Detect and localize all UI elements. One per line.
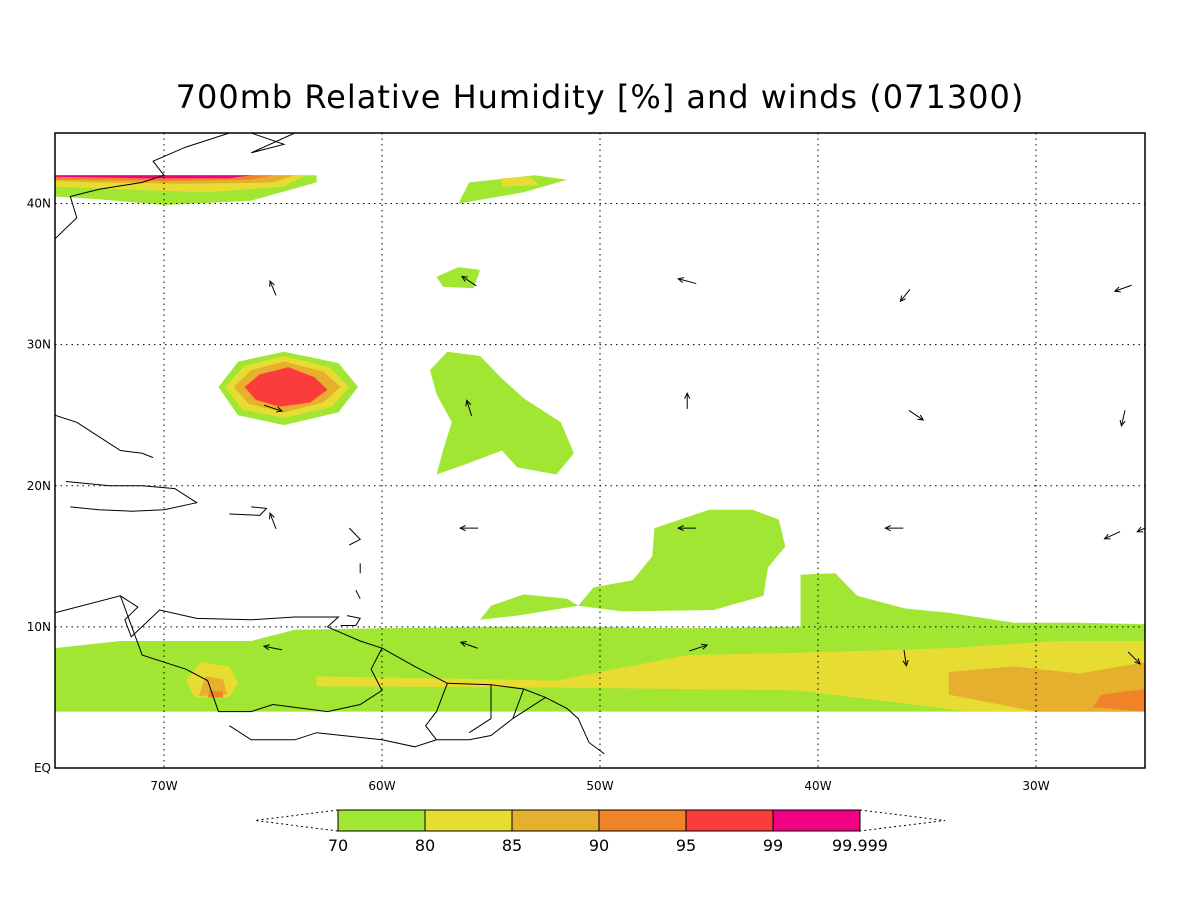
coastline bbox=[55, 595, 605, 755]
lon-tick-label: 30W bbox=[1022, 779, 1049, 793]
wind-vector bbox=[908, 410, 925, 421]
colorbar-label: 80 bbox=[415, 836, 435, 855]
humidity-region bbox=[458, 175, 568, 204]
humidity-region bbox=[1092, 689, 1145, 712]
wind-vector bbox=[1103, 531, 1121, 540]
colorbar-legend: 70 80 85 90 95 99 99.999 bbox=[254, 809, 946, 855]
humidity-region bbox=[480, 594, 579, 620]
wind-vector bbox=[884, 525, 904, 532]
wind-vector bbox=[1136, 526, 1145, 533]
coastline bbox=[512, 696, 546, 720]
coastline bbox=[229, 506, 268, 516]
coastline bbox=[55, 414, 154, 459]
graticule-grid bbox=[55, 133, 1145, 768]
map-title: 700mb Relative Humidity [%] and winds (0… bbox=[175, 78, 1025, 116]
coastline bbox=[65, 481, 198, 512]
humidity-region bbox=[501, 176, 539, 187]
wind-vector bbox=[459, 641, 478, 649]
wind-vector bbox=[1127, 651, 1141, 665]
colorbar-swatch bbox=[337, 809, 426, 832]
lat-tick-label: 10N bbox=[27, 620, 51, 634]
wind-vector bbox=[688, 643, 709, 652]
coastline bbox=[468, 684, 492, 734]
lat-tick-label: 30N bbox=[27, 338, 51, 352]
colorbar-swatch bbox=[511, 809, 600, 832]
colorbar-label: 90 bbox=[589, 836, 609, 855]
humidity-region bbox=[948, 662, 1145, 712]
coastline bbox=[229, 688, 525, 748]
coastline bbox=[55, 133, 230, 240]
colorbar-label: 99 bbox=[763, 836, 783, 855]
colorbar-label: 95 bbox=[676, 836, 696, 855]
wind-vector bbox=[465, 399, 473, 417]
wind-vector bbox=[1119, 410, 1126, 427]
wind-vector bbox=[899, 288, 911, 303]
colorbar-label: 85 bbox=[502, 836, 522, 855]
axis-tick-labels: 70W 60W 50W 40W 30W EQ 10N 20N 30N 40N bbox=[27, 197, 1050, 793]
colorbar-swatch bbox=[685, 809, 774, 832]
wind-vector-layer bbox=[262, 275, 1145, 667]
lat-tick-label: 40N bbox=[27, 197, 51, 211]
colorbar-swatch bbox=[598, 809, 687, 832]
coastline bbox=[340, 615, 361, 626]
wind-vector bbox=[684, 392, 691, 409]
lat-tick-label: 20N bbox=[27, 479, 51, 493]
coastline bbox=[250, 133, 296, 154]
humidity-region bbox=[436, 267, 481, 289]
wind-vector bbox=[263, 404, 284, 413]
wind-vector bbox=[262, 644, 283, 651]
wind-vector bbox=[1113, 284, 1132, 293]
wind-vector bbox=[677, 525, 697, 532]
coastline-layer bbox=[55, 133, 605, 755]
wind-vector bbox=[269, 279, 277, 296]
lon-tick-label: 40W bbox=[804, 779, 831, 793]
colorbar-left-extension bbox=[254, 809, 339, 832]
wind-vector bbox=[269, 512, 277, 530]
wind-vector bbox=[677, 277, 697, 285]
humidity-region bbox=[800, 573, 1145, 630]
coastline bbox=[424, 683, 448, 741]
coastline bbox=[119, 595, 383, 713]
humidity-region bbox=[55, 175, 252, 179]
wind-vector bbox=[461, 275, 477, 287]
humidity-region bbox=[430, 351, 574, 475]
lon-tick-label: 70W bbox=[150, 779, 177, 793]
wind-vector bbox=[902, 650, 909, 667]
humidity-region bbox=[578, 509, 786, 612]
lat-tick-label: EQ bbox=[34, 761, 51, 775]
coastline bbox=[355, 589, 361, 599]
humidity-region bbox=[244, 367, 328, 407]
coastline bbox=[348, 527, 362, 546]
humidity-region bbox=[198, 676, 228, 696]
colorbar-label: 99.999 bbox=[832, 836, 888, 855]
colorbar-swatch bbox=[424, 809, 513, 832]
lon-tick-label: 60W bbox=[368, 779, 395, 793]
lon-tick-label: 50W bbox=[586, 779, 613, 793]
colorbar-label: 70 bbox=[328, 836, 348, 855]
colorbar-right-extension bbox=[859, 809, 946, 832]
map-frame bbox=[54, 132, 1146, 769]
wind-vector bbox=[459, 525, 479, 532]
humidity-layer bbox=[55, 175, 1145, 712]
humidity-region bbox=[316, 641, 1145, 712]
colorbar-swatch bbox=[772, 809, 861, 832]
